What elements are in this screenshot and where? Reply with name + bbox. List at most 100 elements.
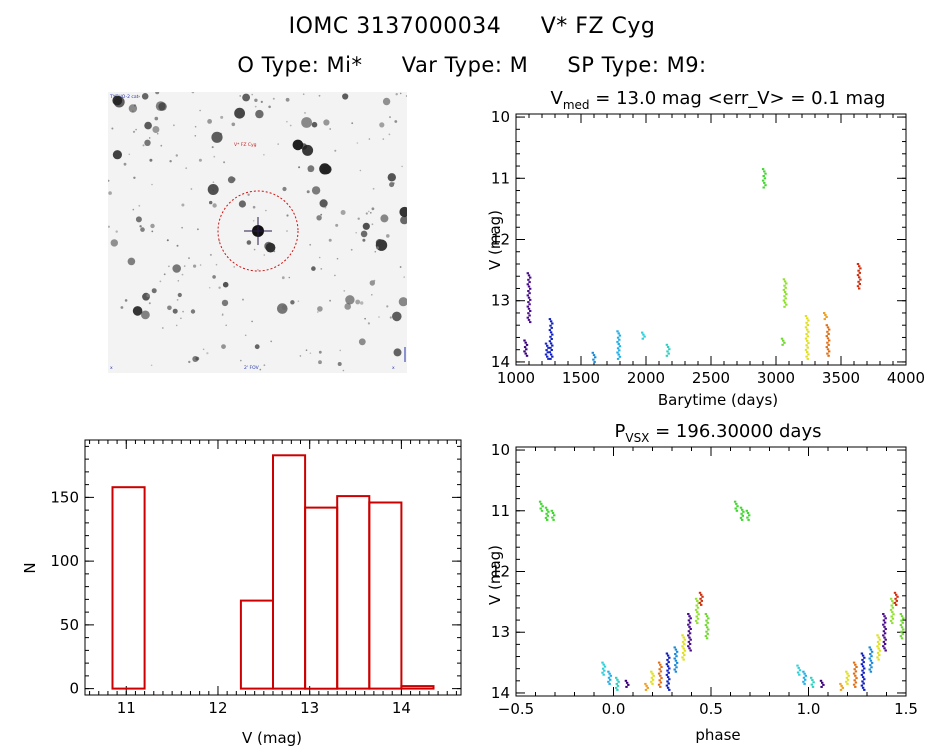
phased-point — [687, 630, 691, 633]
star-dot — [128, 153, 131, 156]
star-dot — [240, 359, 242, 362]
histogram-bar — [368, 501, 403, 690]
phased-point — [735, 509, 739, 512]
star-dot — [188, 360, 191, 364]
star-dot — [380, 214, 389, 223]
star-dot — [336, 257, 339, 260]
phased-point — [668, 678, 671, 681]
star-dot — [359, 169, 362, 172]
phased-point — [657, 672, 661, 675]
phased-point — [602, 663, 605, 666]
histogram-ytick-label: 0 — [69, 680, 79, 698]
histogram-xtick-label: 14 — [392, 699, 411, 717]
lightcurve-point — [527, 307, 531, 310]
phased-point — [681, 634, 684, 637]
lightcurve-point — [616, 347, 620, 350]
lightcurve-point — [591, 351, 594, 354]
lightcurve-point — [617, 353, 620, 356]
star-dot — [139, 225, 142, 228]
lightcurve-point — [783, 301, 787, 304]
star-dot — [211, 131, 223, 143]
star-types: O Type: Mi* Var Type: M SP Type: M9: — [0, 53, 944, 77]
lightcurve-xtick-label: 3500 — [822, 369, 860, 387]
star-dot — [288, 276, 291, 279]
phased-point — [644, 688, 648, 691]
phased-point — [840, 684, 843, 687]
phased-point — [538, 500, 542, 503]
lightcurve-title-main: V — [551, 88, 564, 109]
lightcurve-point — [527, 278, 530, 281]
lightcurve-point — [785, 293, 788, 296]
star-dot — [159, 280, 162, 283]
phased-point — [747, 518, 750, 521]
phased-point — [607, 670, 610, 673]
phased-point — [854, 663, 857, 666]
lightcurve-point — [763, 181, 766, 184]
lightcurve-point — [804, 326, 808, 329]
phased-point — [884, 628, 887, 630]
phased-xtick-label: 0.0 — [602, 700, 626, 718]
phased-point — [845, 676, 849, 679]
phased-point — [706, 621, 709, 624]
lightcurve-point — [826, 352, 829, 355]
star-dot — [379, 122, 385, 128]
histogram-xtick-label: 11 — [117, 699, 136, 717]
lightcurve-point — [641, 331, 644, 334]
star-dot — [286, 120, 288, 123]
phased-point — [544, 516, 548, 519]
lightcurve-point — [527, 274, 531, 277]
phased-point — [705, 626, 709, 629]
star-dot — [399, 92, 402, 95]
star-dot — [305, 349, 308, 352]
star-dot — [198, 158, 202, 162]
phased-point — [665, 652, 669, 655]
phased-point — [811, 679, 814, 682]
star-dot — [368, 138, 371, 140]
lightcurve-point — [666, 346, 670, 348]
lightcurve-xtick-label: 1000 — [497, 369, 535, 387]
star-dot — [141, 310, 150, 320]
star-dot — [176, 299, 179, 301]
phased-point — [625, 685, 628, 688]
star-dot — [191, 92, 195, 94]
lightcurve-point — [546, 355, 549, 358]
phased-point — [696, 600, 699, 602]
phased-point — [688, 615, 691, 618]
star-dot — [289, 124, 292, 127]
star-dot — [242, 298, 244, 301]
phased-point — [666, 686, 670, 689]
star-dot — [400, 216, 407, 225]
star-dot — [111, 127, 114, 130]
star-dot — [318, 94, 321, 97]
star-dot — [357, 217, 360, 220]
phased-point — [877, 636, 880, 639]
phased-point — [681, 651, 685, 654]
phased-point — [846, 682, 849, 685]
phased-point — [821, 681, 824, 684]
lightcurve-point — [546, 344, 549, 347]
star-dot — [362, 238, 366, 242]
phased-point — [891, 600, 894, 602]
phased-point — [683, 654, 686, 657]
phased-point — [616, 684, 620, 687]
star-dot — [234, 107, 245, 119]
phased-point — [697, 613, 700, 616]
phased-point — [540, 502, 543, 505]
star-dot — [399, 266, 402, 268]
phased-point — [803, 672, 806, 675]
lightcurve-point — [547, 346, 550, 349]
phased-point — [689, 617, 692, 620]
star-dot — [319, 163, 331, 175]
phased-point — [860, 652, 864, 655]
star-dot — [356, 142, 359, 144]
lightcurve-point — [784, 286, 787, 289]
star-dot — [378, 316, 380, 318]
lightcurve-point — [593, 360, 596, 363]
finder-target-label: V* FZ Cyg — [234, 142, 257, 148]
phased-point — [646, 686, 649, 689]
finder-chart-image: TYCHO-2 cat V* FZ Cyg x 2' FOV x — [108, 92, 407, 373]
star-dot — [124, 299, 128, 302]
phased-point — [705, 630, 708, 633]
star-dot — [395, 93, 398, 96]
phased-point — [689, 638, 692, 641]
